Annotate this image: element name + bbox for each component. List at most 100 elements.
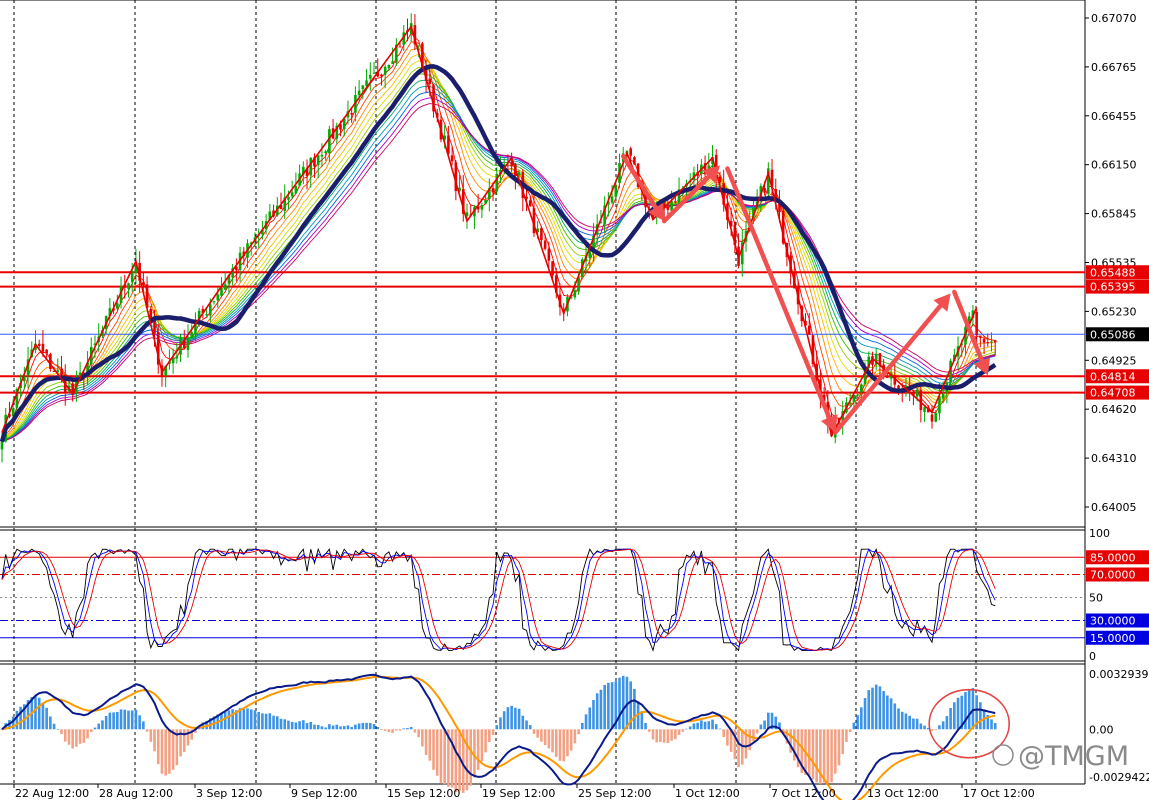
candle [316, 154, 320, 179]
macd-histogram-bar [194, 729, 197, 733]
macd-histogram-bar [19, 706, 22, 730]
time-tick-label: 17 Oct 12:00 [963, 787, 1035, 800]
macd-histogram-bar [495, 725, 499, 730]
candle [930, 405, 934, 429]
macd-histogram-bar [160, 729, 164, 774]
candle [86, 351, 89, 386]
macd-histogram-bar [562, 729, 566, 762]
macd-histogram-bar [945, 716, 949, 730]
macd-histogram-bar [238, 708, 242, 730]
macd-histogram-bar [647, 729, 651, 732]
macd-histogram-bar [830, 729, 833, 783]
macd-histogram-bar [246, 708, 249, 730]
candle [904, 378, 908, 397]
macd-panel [0, 673, 1011, 800]
macd-histogram-bar [130, 710, 134, 730]
macd-histogram-bar [112, 712, 115, 730]
macd-histogram-bar [182, 729, 186, 753]
macd-histogram-bar [874, 684, 878, 730]
macd-histogram-bar [595, 693, 599, 730]
macd-histogram-bar [588, 707, 592, 730]
macd-histogram-bar [395, 729, 398, 731]
ema-ribbon-line [1, 47, 996, 442]
price-panel [0, 13, 1085, 463]
macd-histogram-bar [607, 682, 610, 730]
candle [740, 229, 744, 277]
price-tick-label: 0.66150 [1091, 159, 1137, 172]
candle [41, 330, 45, 357]
candle [138, 251, 141, 293]
candle [964, 321, 967, 356]
candle [142, 272, 145, 293]
macd-histogram-bar [261, 713, 264, 730]
macd-histogram-bar [484, 729, 487, 753]
candle [770, 159, 774, 199]
macd-histogram-bar [726, 729, 729, 746]
macd-histogram-bar [581, 722, 584, 730]
macd-histogram-bar [923, 725, 926, 730]
macd-histogram-bar [253, 710, 257, 730]
sr-price-label: 0.65488 [1090, 266, 1136, 279]
macd-histogram-bar [789, 729, 792, 753]
macd-histogram-bar [380, 729, 383, 731]
macd-histogram-bar [886, 695, 889, 730]
macd-histogram-bar [707, 721, 711, 730]
candle [283, 184, 287, 219]
macd-histogram-bar [662, 729, 666, 743]
macd-histogram-bar [209, 718, 212, 730]
sr-price-label: 0.65395 [1090, 281, 1136, 294]
candle [547, 241, 551, 269]
macd-histogram-bar [417, 729, 420, 738]
macd-histogram-bar [149, 729, 153, 742]
macd-histogram-bar [447, 729, 450, 787]
candle [71, 380, 74, 402]
candle [856, 388, 859, 399]
macd-histogram-bar [23, 704, 26, 730]
time-tick-label: 28 Aug 12:00 [99, 787, 173, 800]
sr-price-label: 0.64708 [1090, 387, 1136, 400]
candle [186, 324, 190, 358]
candle [372, 61, 376, 74]
candle [938, 383, 941, 420]
candle [919, 384, 923, 423]
price-tick-label: 0.66765 [1091, 61, 1137, 74]
macd-histogram-bar [752, 729, 755, 742]
macd-histogram-bar [268, 713, 272, 730]
time-tick-label: 1 Oct 12:00 [675, 787, 740, 800]
candle [867, 351, 871, 371]
macd-histogram-bar [629, 681, 632, 730]
macd-histogram-bar [71, 729, 74, 749]
macd-histogram-bar [242, 709, 246, 730]
macd-histogram-bar [517, 708, 521, 730]
macd-histogram-bar [878, 686, 882, 730]
macd-histogram-bar [714, 724, 718, 730]
macd-histogram-bar [543, 729, 547, 746]
macd-histogram-bar [168, 729, 171, 774]
macd-histogram-bar [763, 720, 766, 730]
macd-histogram-bar [104, 715, 108, 730]
candle [8, 401, 11, 419]
macd-histogram-bar [123, 709, 127, 730]
macd-histogram-bar [342, 726, 346, 730]
macd-histogram-bar [350, 726, 353, 730]
candle [767, 162, 770, 199]
macd-histogram-bar [949, 708, 952, 730]
macd-histogram-bar [618, 677, 621, 730]
macd-histogram-bar [815, 729, 818, 783]
macd-histogram-bar [164, 729, 167, 776]
macd-histogram-bar [320, 726, 324, 730]
macd-histogram-bar [718, 728, 722, 730]
macd-histogram-bar [354, 724, 357, 730]
trend-arrow [620, 153, 665, 222]
macd-histogram-bar [339, 726, 342, 730]
macd-histogram-bar [368, 723, 372, 730]
trend-arrow [725, 166, 838, 433]
stochastic-level-label-box [1086, 630, 1149, 645]
candle [979, 335, 982, 348]
macd-histogram-bar [655, 729, 659, 743]
candle [175, 342, 179, 364]
macd-histogram-bar [733, 729, 737, 760]
candle [205, 307, 208, 317]
macd-histogram-bar [101, 720, 104, 730]
